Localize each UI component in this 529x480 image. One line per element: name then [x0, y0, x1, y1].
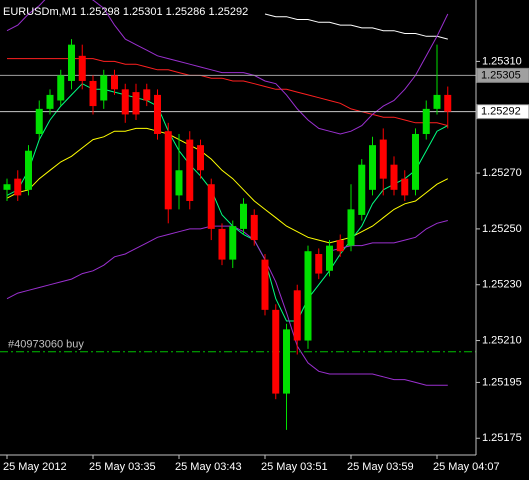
y-tick-label: 1.25230 — [482, 279, 522, 291]
candle-body — [422, 108, 430, 134]
candle-body — [46, 94, 54, 109]
candle-body — [379, 139, 387, 179]
candle-body — [283, 329, 290, 394]
y-tick-label: 1.25210 — [482, 334, 522, 346]
candle-body — [111, 75, 118, 90]
indicator-line — [6, 225, 448, 386]
y-tick-label: 1.25195 — [482, 376, 522, 388]
candle-body — [401, 178, 409, 196]
indicator-line — [6, 83, 449, 322]
candle-body — [132, 92, 140, 115]
candle-body — [143, 89, 151, 101]
candle-body — [100, 75, 108, 101]
x-tick-label: 25 May 03:59 — [347, 461, 414, 473]
candle-body — [35, 108, 43, 134]
x-tick-label: 25 May 03:43 — [175, 461, 242, 473]
y-tick-label: 1.25310 — [482, 55, 522, 67]
candle-body — [250, 214, 258, 241]
candle-body — [218, 228, 226, 260]
order-label: #40973060 buy — [8, 339, 84, 351]
price-label-box — [476, 67, 529, 83]
x-tick-label: 25 May 03:35 — [89, 461, 156, 473]
candle-body — [347, 209, 355, 246]
candle-body — [326, 245, 333, 271]
candle-body — [207, 184, 215, 229]
chart-title: EURUSDm,M1 1.25298 1.25301 1.25286 1.252… — [3, 6, 248, 18]
indicator-line — [6, 0, 449, 135]
candle-body — [358, 164, 366, 215]
y-tick-label: 1.25250 — [482, 223, 522, 235]
candle-body — [186, 139, 194, 201]
x-tick-label: 25 May 2012 — [3, 461, 67, 473]
candle-body — [121, 89, 129, 115]
candle-body — [261, 259, 269, 310]
candle-body — [444, 94, 452, 112]
price-label: 1.25292 — [481, 106, 521, 118]
candle-body — [304, 251, 312, 341]
candle-body — [433, 94, 441, 109]
candle-body — [89, 80, 97, 107]
candle-body — [315, 254, 323, 274]
candle-body — [164, 131, 172, 210]
candle-body — [293, 290, 301, 341]
candle-body — [25, 150, 32, 190]
y-tick-label: 1.25175 — [482, 432, 522, 444]
x-tick-label: 25 May 03:51 — [261, 461, 328, 473]
candle-body — [3, 184, 11, 190]
candle-body — [175, 170, 183, 196]
indicator-line — [6, 127, 449, 244]
candle-body — [412, 133, 419, 190]
indicator-line — [264, 13, 448, 40]
candle-body — [272, 309, 280, 394]
price-label-box — [476, 104, 529, 120]
candle-body — [154, 94, 161, 134]
y-tick-label: 1.25270 — [482, 167, 522, 179]
candle-body — [197, 145, 204, 171]
plot-area — [0, 0, 476, 430]
candle-body — [240, 203, 247, 229]
candle-body — [369, 145, 376, 190]
candle-body — [14, 178, 22, 196]
candle-body — [57, 75, 65, 101]
candle-body — [68, 44, 75, 81]
candle-body — [336, 240, 344, 252]
candle-body — [78, 55, 86, 81]
x-tick-label: 25 May 04:07 — [433, 461, 500, 473]
candle-body — [390, 164, 398, 190]
indicator-line — [329, 220, 448, 252]
candle-body — [229, 226, 237, 260]
price-label: 1.25305 — [481, 69, 521, 81]
